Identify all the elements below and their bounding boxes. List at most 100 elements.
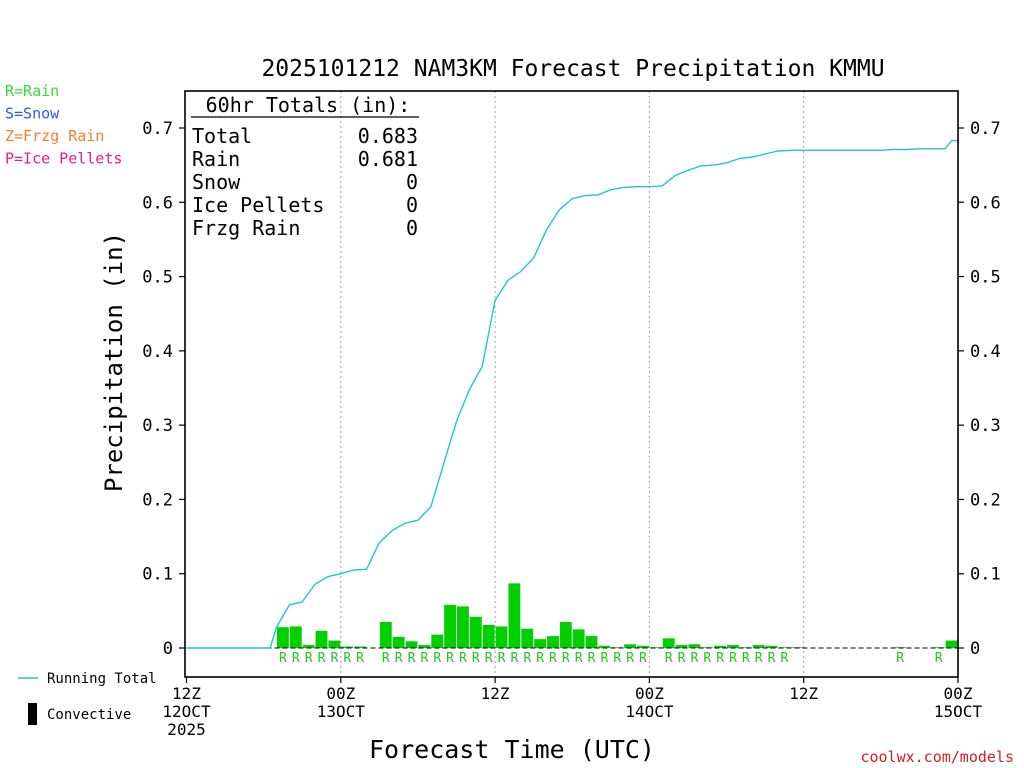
rain-type-letter: R — [459, 651, 467, 666]
legend-box-marker — [28, 703, 37, 725]
rain-type-letter: R — [588, 651, 596, 666]
rain-bar — [289, 626, 302, 648]
totals-title: 60hr Totals (in): — [206, 93, 411, 117]
rain-type-letter: R — [678, 651, 686, 666]
totals-row-value: 0 — [406, 170, 418, 194]
rain-type-letter: R — [755, 651, 763, 666]
rain-bar — [945, 640, 958, 648]
rain-type-letter: R — [395, 651, 403, 666]
x-tick-label: 12OCT — [162, 702, 211, 721]
rain-bar — [752, 645, 765, 648]
rain-bar — [405, 641, 418, 648]
y-tick-label-right: 0.4 — [970, 342, 1001, 362]
x-tick-label: 12Z — [172, 684, 201, 703]
totals-row-value: 0 — [406, 216, 418, 240]
x-tick-label: 00Z — [326, 684, 355, 703]
rain-type-letter: R — [305, 651, 313, 666]
y-tick-label-right: 0 — [970, 639, 980, 659]
totals-row-value: 0 — [406, 193, 418, 217]
running-total-line — [186, 139, 958, 649]
rain-type-letter: R — [896, 651, 904, 666]
y-tick-label-right: 0.5 — [970, 268, 1001, 288]
rain-bar — [727, 645, 739, 648]
rain-type-letter: R — [768, 651, 776, 666]
rain-type-letter: R — [292, 651, 300, 666]
rain-bar — [341, 646, 354, 648]
y-tick-label-left: 0.4 — [142, 342, 173, 362]
rain-bar — [482, 624, 495, 648]
rain-bar — [418, 645, 431, 648]
totals-row-label: Snow — [192, 170, 241, 194]
rain-bar — [739, 647, 752, 649]
rain-bar — [277, 627, 289, 648]
rain-bar — [624, 644, 637, 648]
rain-type-letter: R — [279, 651, 287, 666]
rain-bar — [469, 616, 482, 648]
type-legend-item: Z=Frzg Rain — [5, 127, 104, 145]
bars-layer — [277, 583, 958, 649]
x-axis-label: Forecast Time (UTC) — [369, 735, 655, 764]
rain-type-letter: R — [575, 651, 583, 666]
totals-row-label: Rain — [192, 147, 240, 171]
rain-type-letter: R — [935, 651, 943, 666]
rain-bar — [302, 645, 315, 648]
x-tick-label: 00Z — [635, 684, 664, 703]
rain-type-letter: R — [408, 651, 416, 666]
rain-bar — [392, 636, 405, 648]
rain-bar — [611, 647, 624, 649]
y-tick-label-left: 0.1 — [142, 565, 173, 585]
totals-row-label: Ice Pellets — [192, 193, 324, 217]
rain-bar — [559, 622, 572, 648]
y-tick-label-right: 0.2 — [970, 490, 1001, 510]
rain-bar — [379, 622, 392, 648]
x-tick-label: 2025 — [167, 720, 206, 739]
rain-type-letter: R — [523, 651, 531, 666]
rain-type-letter: R — [742, 651, 750, 666]
type-legend: R=Rain S=Snow Z=Frzg Rain P=Ice Pellets — [5, 82, 122, 168]
running-total-layer — [186, 139, 958, 649]
rain-type-letter: R — [382, 651, 390, 666]
y-tick-label-right: 0.3 — [970, 416, 1001, 436]
rain-bar — [649, 647, 662, 649]
y-tick-label-left: 0.7 — [142, 119, 173, 139]
rain-bar — [328, 640, 341, 648]
rain-bar — [444, 604, 457, 648]
rain-bar — [688, 644, 701, 648]
type-legend-item: S=Snow — [5, 105, 60, 123]
y-tick-label-left: 0 — [163, 639, 173, 659]
rain-type-letter: R — [498, 651, 506, 666]
rain-type-letter: R — [780, 651, 788, 666]
rain-bar — [508, 583, 521, 648]
x-tick-label: 12Z — [481, 684, 510, 703]
rain-type-letter: R — [433, 651, 441, 666]
y-axis-left: 0 0.1 0.2 0.3 0.4 0.5 0.6 0.7 — [142, 119, 185, 659]
rain-type-letter: R — [510, 651, 518, 666]
y-tick-label-left: 0.5 — [142, 268, 173, 288]
rain-type-letter: R — [613, 651, 621, 666]
rain-bar — [521, 628, 534, 648]
x-tick-label: 14OCT — [625, 702, 674, 721]
rain-type-letter: R — [485, 651, 493, 666]
rain-type-letter: R — [472, 651, 480, 666]
rain-type-letter: R — [330, 651, 338, 666]
rain-bar — [431, 634, 444, 648]
x-tick-label: 12Z — [789, 684, 818, 703]
rain-bar — [315, 630, 328, 648]
rain-type-letter: R — [729, 651, 737, 666]
rain-type-letter: R — [420, 651, 428, 666]
rain-bar — [662, 638, 675, 648]
x-tick-label: 13OCT — [317, 702, 366, 721]
rain-bar — [598, 645, 611, 648]
rain-type-letter: R — [549, 651, 557, 666]
type-legend-item: P=Ice Pellets — [5, 150, 122, 168]
rain-type-letter: R — [716, 651, 724, 666]
plot-frame — [184, 90, 959, 678]
rain-type-letter: R — [665, 651, 673, 666]
type-legend-item: R=Rain — [5, 82, 59, 100]
legend-label: Running Total — [47, 671, 157, 687]
y-axis-label: Precipitation (in) — [100, 232, 128, 492]
y-tick-label-right: 0.1 — [970, 565, 1001, 585]
totals-row-value: 0.683 — [358, 124, 418, 148]
